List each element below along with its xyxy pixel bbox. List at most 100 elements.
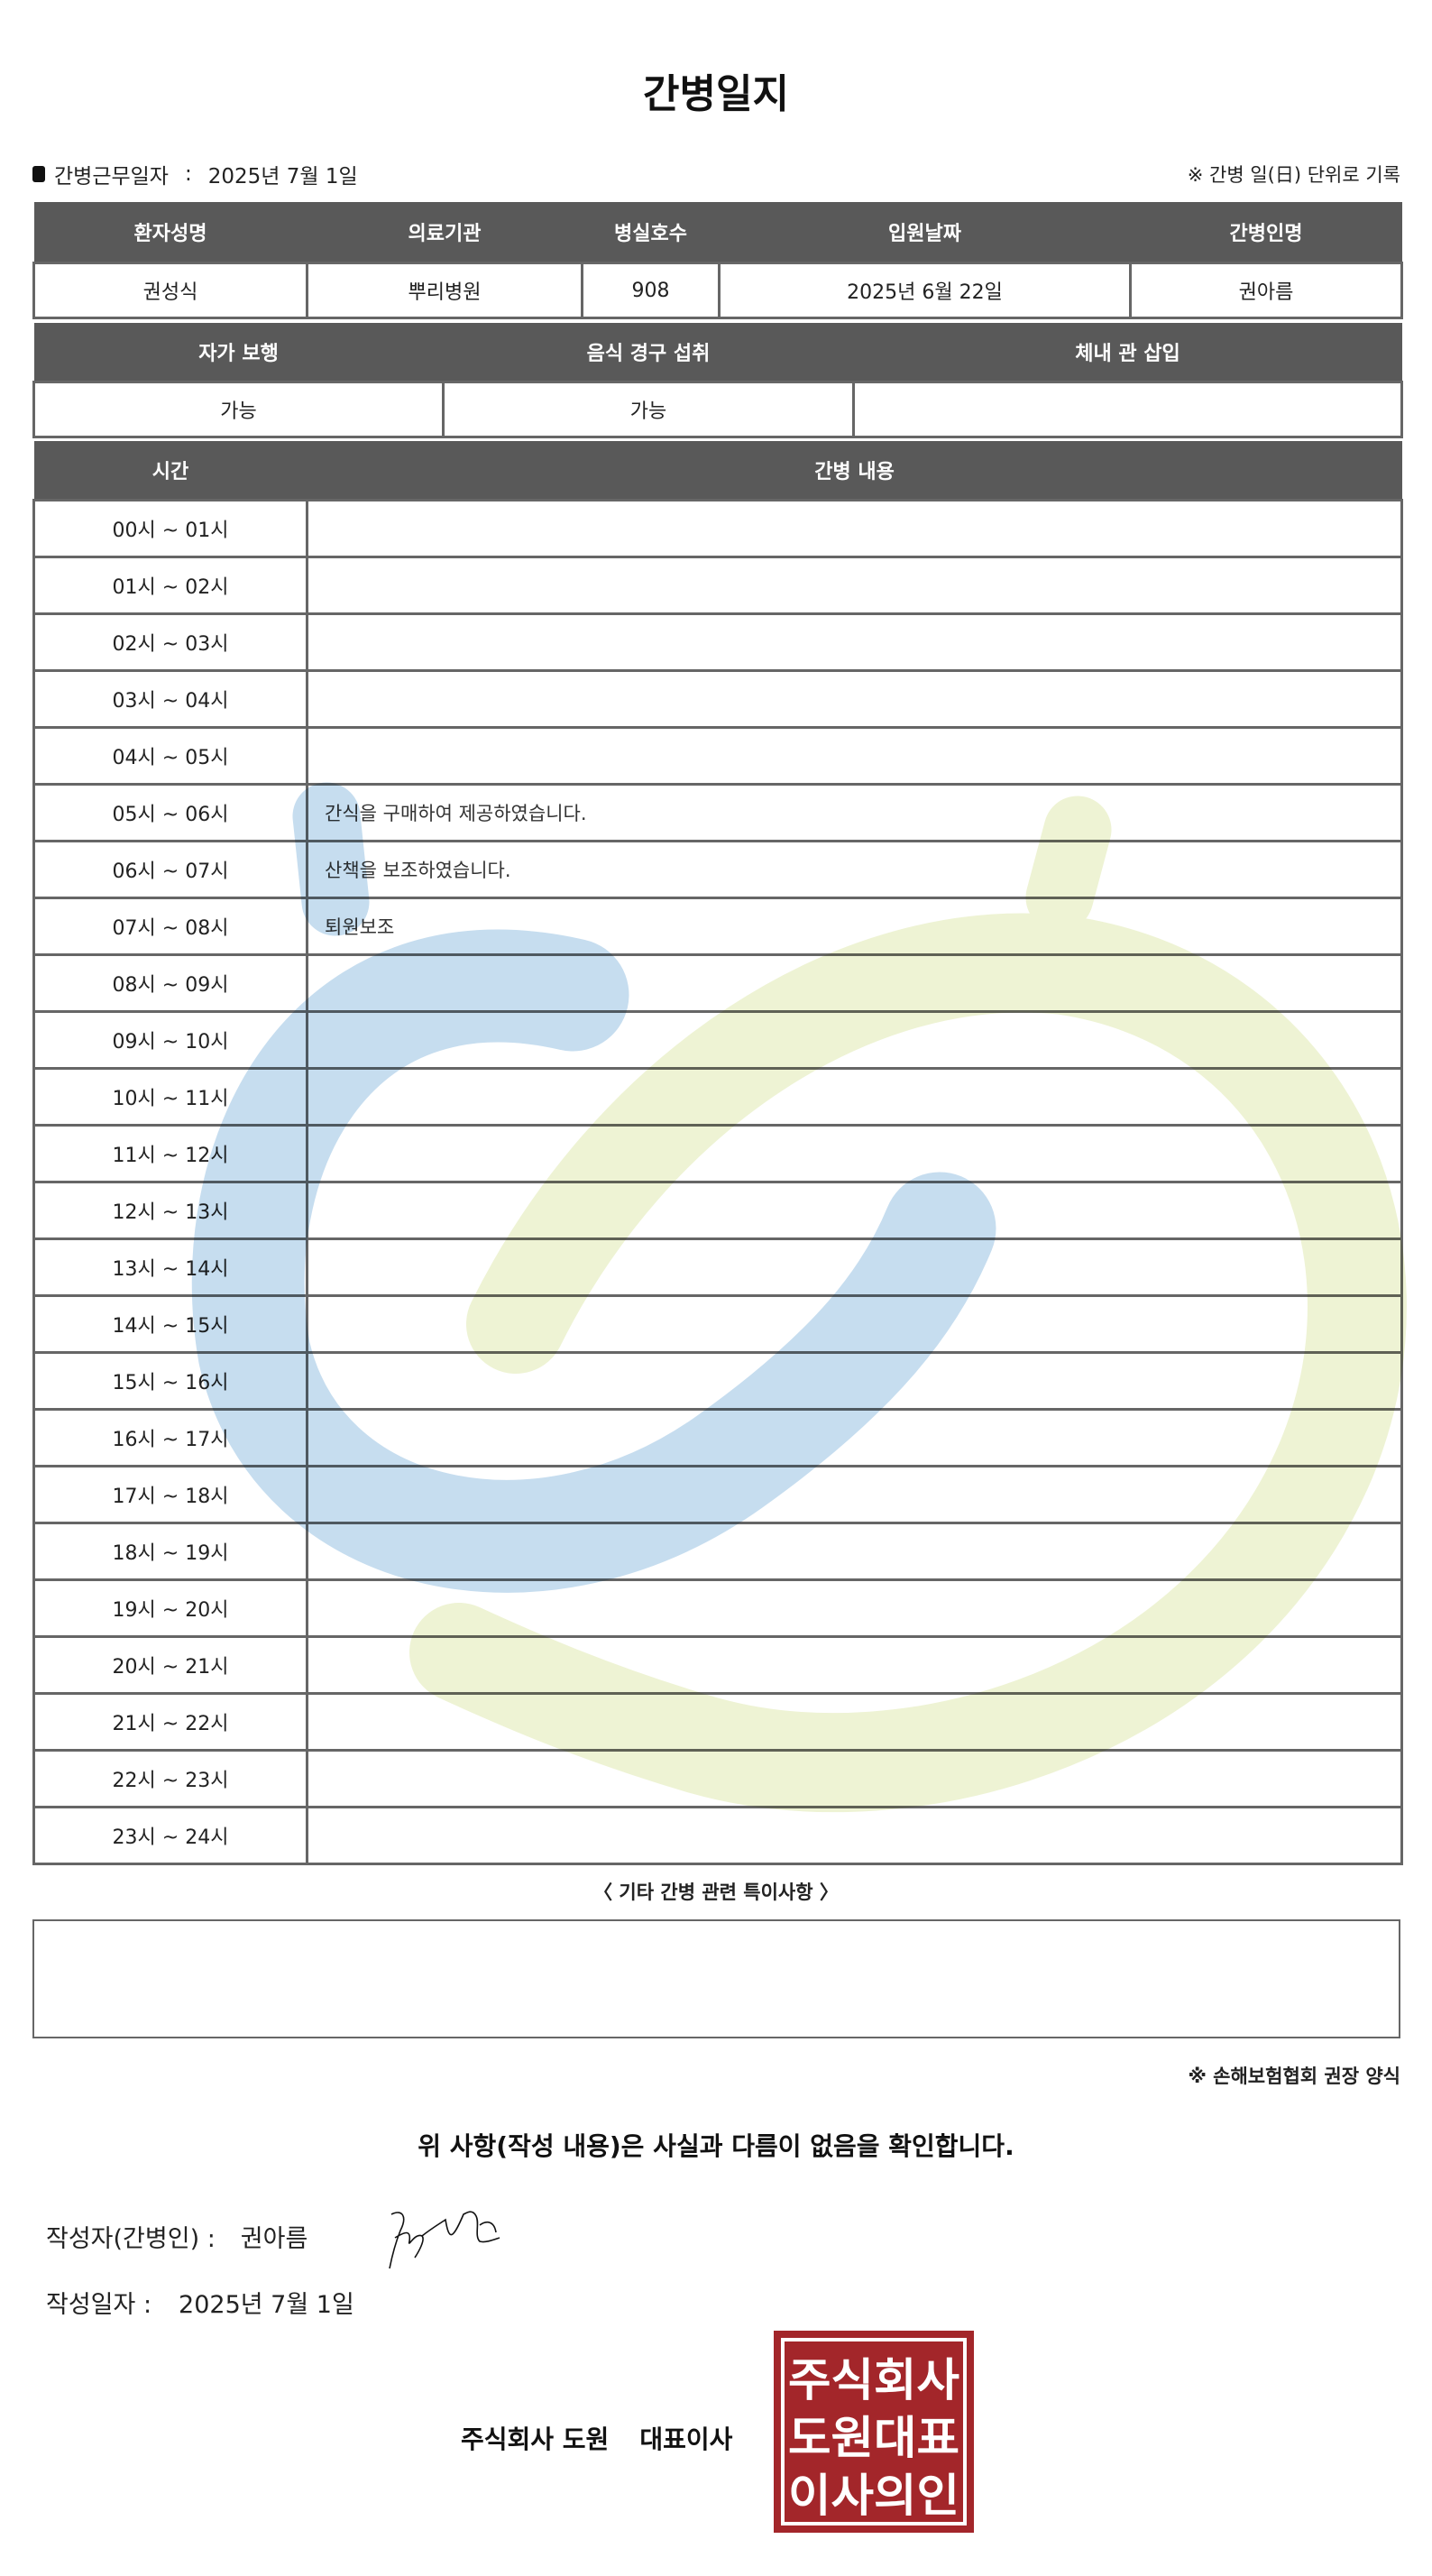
log-row: 11시 ~ 12시 xyxy=(32,1124,1403,1183)
log-content[interactable] xyxy=(306,556,1403,615)
log-content[interactable]: 산책을 보조하였습니다. xyxy=(306,840,1403,899)
log-time: 11시 ~ 12시 xyxy=(32,1124,308,1183)
log-row: 00시 ~ 01시 xyxy=(32,499,1403,558)
log-content[interactable] xyxy=(306,1294,1403,1354)
log-content[interactable] xyxy=(306,1408,1403,1467)
header-self-walking: 자가 보행 xyxy=(33,323,444,382)
oral-intake: 가능 xyxy=(442,381,855,438)
log-time: 04시 ~ 05시 xyxy=(32,726,308,786)
log-row: 01시 ~ 02시 xyxy=(32,556,1403,615)
log-time: 15시 ~ 16시 xyxy=(32,1351,308,1411)
log-content[interactable] xyxy=(306,1181,1403,1240)
work-date-label: 간병근무일자 xyxy=(54,165,169,189)
writer-name: 권아름 xyxy=(240,2225,308,2253)
log-time: 02시 ~ 03시 xyxy=(32,612,308,672)
log-content[interactable] xyxy=(306,1578,1403,1638)
header-admission-date: 입원날짜 xyxy=(719,202,1131,263)
work-date: 간병근무일자 : 2025년 7월 1일 xyxy=(32,159,358,189)
log-row: 03시 ~ 04시 xyxy=(32,669,1403,729)
log-content[interactable] xyxy=(306,1749,1403,1808)
writer-label: 작성자(간병인) : xyxy=(46,2225,216,2253)
log-row: 16시 ~ 17시 xyxy=(32,1408,1403,1467)
log-row: 17시 ~ 18시 xyxy=(32,1465,1403,1524)
written-date-value: 2025년 7월 1일 xyxy=(179,2291,354,2319)
seal-line-3: 이사의인 xyxy=(788,2470,959,2522)
caregiver-name: 권아름 xyxy=(1129,262,1403,319)
log-row: 04시 ~ 05시 xyxy=(32,726,1403,786)
admission-date: 2025년 6월 22일 xyxy=(718,262,1132,319)
log-time: 19시 ~ 20시 xyxy=(32,1578,308,1638)
log-content[interactable] xyxy=(306,726,1403,786)
log-content[interactable] xyxy=(306,1806,1403,1865)
log-content[interactable] xyxy=(306,669,1403,729)
log-header-row: 시간 간병 내용 xyxy=(33,441,1402,501)
self-walking: 가능 xyxy=(32,381,445,438)
log-row: 15시 ~ 16시 xyxy=(32,1351,1403,1411)
log-content[interactable] xyxy=(306,953,1403,1013)
etc-notes-box xyxy=(32,1919,1400,2038)
log-content[interactable] xyxy=(306,1465,1403,1524)
log-content[interactable] xyxy=(306,1010,1403,1070)
log-time: 23시 ~ 24시 xyxy=(32,1806,308,1865)
log-time: 12시 ~ 13시 xyxy=(32,1181,308,1240)
header-patient-name: 환자성명 xyxy=(33,202,308,263)
log-time: 09시 ~ 10시 xyxy=(32,1010,308,1070)
log-content[interactable] xyxy=(306,1067,1403,1127)
signature-image xyxy=(389,2211,500,2269)
status-table: 자가 보행 음식 경구 섭취 체내 관 삽입 가능 가능 xyxy=(32,323,1403,438)
log-content[interactable]: 간식을 구매하여 제공하였습니다. xyxy=(306,783,1403,842)
log-content[interactable]: 퇴원보조 xyxy=(306,897,1403,956)
patient-header-row: 환자성명 의료기관 병실호수 입원날짜 간병인명 xyxy=(33,202,1402,263)
header-room: 병실호수 xyxy=(582,202,720,263)
log-time: 18시 ~ 19시 xyxy=(32,1522,308,1581)
log-content[interactable] xyxy=(306,1635,1403,1695)
log-row: 10시 ~ 11시 xyxy=(32,1067,1403,1127)
log-content[interactable] xyxy=(306,1124,1403,1183)
note-daily-record: ※ 간병 일(日) 단위로 기록 xyxy=(1187,164,1400,186)
work-date-separator: : xyxy=(184,162,192,186)
log-time: 22시 ~ 23시 xyxy=(32,1749,308,1808)
log-time: 00시 ~ 01시 xyxy=(32,499,308,558)
patient-value-row: 권성식 뿌리병원 908 2025년 6월 22일 권아름 xyxy=(32,262,1403,319)
log-time: 13시 ~ 14시 xyxy=(32,1237,308,1297)
log-row: 06시 ~ 07시 산책을 보조하였습니다. xyxy=(32,840,1403,899)
header-tube-insertion: 체내 관 삽입 xyxy=(853,323,1402,382)
log-content[interactable] xyxy=(306,499,1403,558)
log-time: 14시 ~ 15시 xyxy=(32,1294,308,1354)
log-row: 12시 ~ 13시 xyxy=(32,1181,1403,1240)
header-care-content: 간병 내용 xyxy=(307,441,1402,501)
writer: 작성자(간병인) : 권아름 xyxy=(46,2219,308,2254)
work-date-value: 2025년 7월 1일 xyxy=(207,165,358,189)
log-row: 02시 ~ 03시 xyxy=(32,612,1403,672)
written-date-label: 작성일자 : xyxy=(46,2291,152,2319)
tube-insertion xyxy=(852,381,1403,438)
log-row: 19시 ~ 20시 xyxy=(32,1578,1403,1638)
etc-label: 〈 기타 간병 관련 특이사항 〉 xyxy=(593,1881,839,1903)
header-hospital: 의료기관 xyxy=(307,202,583,263)
log-time: 16시 ~ 17시 xyxy=(32,1408,308,1467)
bullet-icon xyxy=(32,166,45,182)
patient-name: 권성식 xyxy=(32,262,308,319)
log-time: 08시 ~ 09시 xyxy=(32,953,308,1013)
log-content[interactable] xyxy=(306,1522,1403,1581)
log-content[interactable] xyxy=(306,1351,1403,1411)
header-oral-intake: 음식 경구 섭취 xyxy=(443,323,854,382)
log-row: 13시 ~ 14시 xyxy=(32,1237,1403,1297)
log-row: 23시 ~ 24시 xyxy=(32,1806,1403,1865)
log-content[interactable] xyxy=(306,612,1403,672)
log-row: 05시 ~ 06시 간식을 구매하여 제공하였습니다. xyxy=(32,783,1403,842)
page-title: 간병일지 xyxy=(643,71,789,117)
patient-table: 환자성명 의료기관 병실호수 입원날짜 간병인명 권성식 뿌리병원 908 20… xyxy=(32,202,1403,319)
room-number: 908 xyxy=(581,262,721,319)
log-time: 05시 ~ 06시 xyxy=(32,783,308,842)
note-form-source: ※ 손해보험협회 권장 양식 xyxy=(1188,2065,1400,2087)
log-content[interactable] xyxy=(306,1237,1403,1297)
log-row: 14시 ~ 15시 xyxy=(32,1294,1403,1354)
log-row: 07시 ~ 08시 퇴원보조 xyxy=(32,897,1403,956)
log-time: 01시 ~ 02시 xyxy=(32,556,308,615)
confirmation-statement: 위 사항(작성 내용)은 사실과 다름이 없음을 확인합니다. xyxy=(418,2131,1014,2161)
company-title: 대표이사 xyxy=(639,2424,733,2454)
log-content[interactable] xyxy=(306,1692,1403,1752)
log-time: 07시 ~ 08시 xyxy=(32,897,308,956)
company-name: 주식회사 도원 xyxy=(461,2424,610,2454)
